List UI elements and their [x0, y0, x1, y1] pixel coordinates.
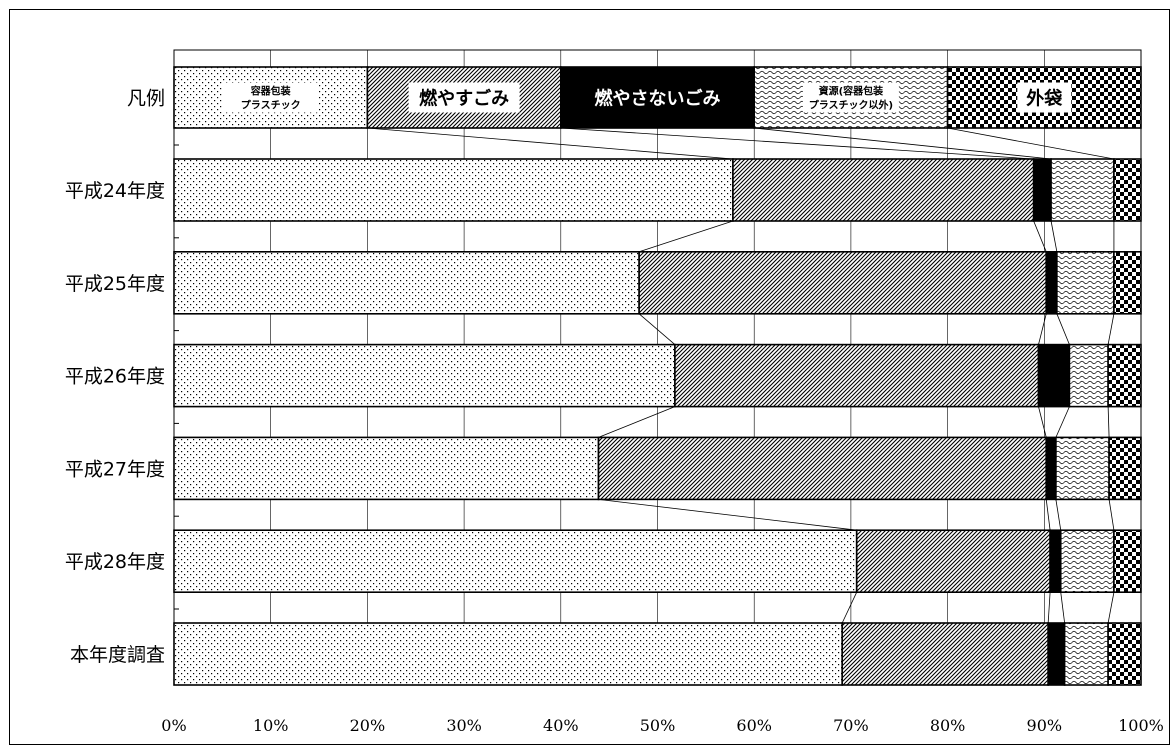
legend-label: 凡例 — [127, 88, 165, 110]
series-line — [1108, 499, 1115, 531]
bar-segment — [855, 529, 1051, 594]
series-line — [560, 127, 1034, 160]
bar-segment — [1063, 622, 1109, 686]
bar-segment — [1037, 343, 1071, 408]
plot-frame — [173, 49, 1142, 686]
bar-segment — [1113, 529, 1142, 594]
bar-segment — [1107, 343, 1142, 408]
legend-entry-text: 燃やさないごみ — [595, 88, 721, 110]
x-tick-label: 70% — [833, 716, 869, 735]
legend-text-bg — [408, 82, 520, 113]
series-line — [1047, 592, 1051, 624]
series-line — [1056, 313, 1070, 345]
x-tick-label: 30% — [446, 716, 482, 735]
x-tick-label: 60% — [736, 716, 772, 735]
bar-segment — [1113, 158, 1142, 222]
bar-segment — [638, 251, 1048, 315]
x-tick-label: 50% — [640, 716, 676, 735]
bar-segment — [1049, 529, 1062, 594]
series-line — [1107, 406, 1110, 438]
series-line — [841, 592, 858, 624]
bar-segment — [173, 622, 843, 686]
bar-segment — [173, 251, 640, 315]
x-tick-label: 0% — [161, 716, 186, 735]
bar-segment — [1047, 622, 1066, 686]
bar-segment — [173, 343, 676, 408]
series-line — [1038, 406, 1047, 438]
x-tick-label: 90% — [1027, 716, 1063, 735]
x-tick-label: 10% — [253, 716, 289, 735]
bar-segment — [674, 343, 1040, 408]
legend-entry-text: プラスチック以外) — [809, 99, 893, 112]
series-line — [638, 313, 676, 345]
series-line — [598, 499, 857, 531]
legend-entry-text: 外袋 — [1026, 88, 1063, 110]
bar-segment — [1050, 158, 1115, 222]
legend-entry-text: 容器包装 — [250, 85, 291, 98]
legend-text-bg — [583, 82, 732, 113]
legend-text-bg — [802, 82, 899, 113]
bar-segment — [173, 436, 600, 501]
series-line — [639, 220, 734, 253]
legend-entry-text: プラスチック — [241, 99, 301, 112]
legend-entry-text: 資源(容器包装 — [819, 85, 884, 98]
x-tick-label: 40% — [543, 716, 579, 735]
series-line — [1060, 592, 1066, 624]
series-line — [947, 127, 1114, 160]
category-label: 平成25年度 — [65, 273, 165, 295]
category-label: 平成27年度 — [65, 458, 165, 480]
series-line — [1107, 313, 1115, 345]
bar-segment — [1045, 251, 1058, 315]
legend-entry-text: 燃やすごみ — [419, 88, 509, 110]
x-tick-labels: 0% 10% 20% 30% 40% 50% 60% 70% 80% 90% 100% — [161, 716, 1164, 735]
series-line — [1045, 499, 1051, 531]
series-line — [1033, 220, 1047, 252]
bar-segment — [173, 529, 858, 594]
series-line — [367, 127, 733, 160]
series-line — [598, 406, 676, 438]
bar-segment — [1108, 436, 1142, 501]
bar-segment — [1113, 251, 1142, 315]
category-label: 本年度調査 — [70, 644, 165, 666]
series-line — [1050, 220, 1058, 252]
series-line — [1038, 313, 1047, 345]
bar-segment — [1056, 251, 1115, 315]
series-line — [754, 127, 1052, 160]
x-tick-label: 20% — [350, 716, 386, 735]
bar-segment — [1059, 529, 1115, 594]
series-line — [1107, 592, 1115, 624]
series-lines — [367, 127, 1115, 624]
bar-segment — [732, 158, 1035, 222]
bar-segment — [841, 622, 1049, 686]
series-line — [1055, 499, 1062, 531]
bar-segment — [1107, 622, 1142, 686]
bar-segment — [1055, 436, 1110, 501]
series-line — [1055, 406, 1070, 438]
legend-text-bg — [1017, 82, 1072, 113]
bar-segment — [597, 436, 1048, 501]
bars — [173, 158, 1142, 686]
x-tick-label: 100% — [1118, 716, 1164, 735]
bar-segment — [173, 158, 734, 222]
bar-segment — [1032, 158, 1052, 222]
bar-segment — [1068, 343, 1109, 408]
legend-text-bg — [222, 82, 319, 113]
bar-segment — [1045, 436, 1057, 501]
category-label: 平成24年度 — [65, 180, 165, 202]
category-label: 平成26年度 — [65, 366, 165, 388]
outer-frame — [9, 9, 1170, 745]
category-label: 平成28年度 — [65, 551, 165, 573]
x-tick-label: 80% — [930, 716, 966, 735]
